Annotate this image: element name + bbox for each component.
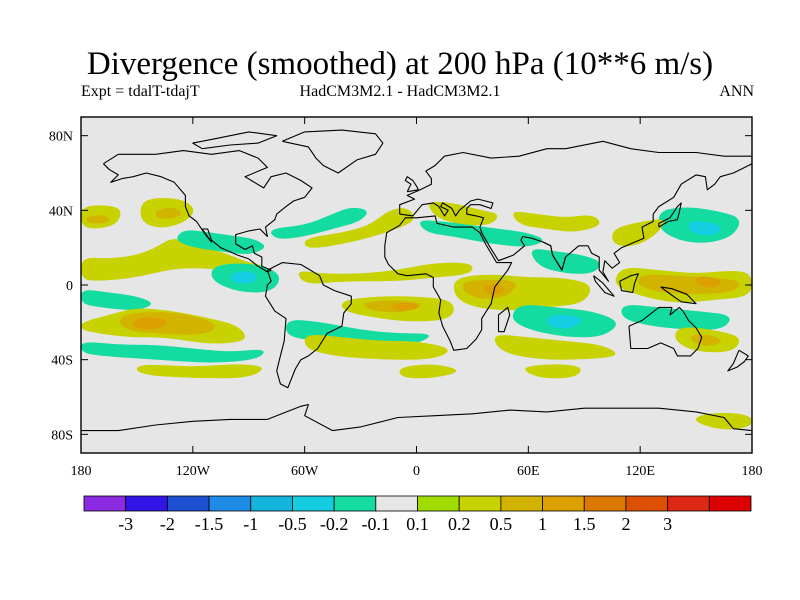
colorbar-label: 0.1 — [406, 514, 429, 534]
coastline-great-britain — [404, 176, 419, 193]
coastline-madagascar — [497, 306, 511, 333]
coastline-japan — [658, 202, 682, 228]
lon-tick-label: 60E — [517, 464, 540, 479]
lat-tick-label: 80N — [49, 130, 73, 145]
coastlines — [81, 129, 752, 432]
colorbar-swatch — [542, 495, 585, 512]
colorbar-label: -0.5 — [278, 514, 307, 534]
colorbar-label: 1.5 — [573, 514, 596, 534]
colorbar-label: -2 — [160, 514, 175, 534]
colorbar-swatch — [667, 495, 710, 512]
colorbar-label: 3 — [663, 514, 672, 534]
coastline-north-america — [103, 150, 313, 273]
lon-tick-label: 180 — [71, 464, 92, 479]
region-s-atl-pos-2 — [304, 335, 448, 360]
region-w-pac-pos-max — [696, 276, 722, 288]
colorbar-swatch — [83, 495, 127, 512]
lat-tick-label: 80S — [51, 428, 73, 443]
region-atlantic-pos-mid — [298, 262, 473, 284]
colorbar-swatch — [625, 495, 669, 512]
region-aus-neg — [621, 305, 730, 330]
colorbar-label: -3 — [118, 514, 133, 534]
region-atlantic-pos-north — [304, 208, 414, 248]
colorbar-label: -1.5 — [195, 514, 224, 534]
colorbar-label: 0.2 — [448, 514, 471, 534]
colorbar-label: -0.2 — [320, 514, 349, 534]
coastline-australia — [628, 306, 703, 357]
lon-tick-label: 180 — [742, 464, 763, 479]
region-aus-pos-core — [691, 334, 721, 346]
divergence-field — [81, 197, 752, 430]
region-n-atl-neg — [271, 207, 367, 239]
colorbar-swatch — [375, 495, 418, 512]
colorbar: -3 -2 -1.5 -1 -0.5 -0.2 -0.1 0.1 0.2 0.5 1 1.5 2 3 — [83, 495, 752, 534]
region-s-atl-pos-max — [391, 302, 418, 311]
region-india-neg — [531, 249, 600, 274]
lat-tick-label: 40N — [49, 204, 73, 219]
coastline-eurasia — [399, 140, 752, 282]
model-comparison-label: HadCM3M2.1 - HadCM3M2.1 — [299, 83, 501, 100]
colorbar-swatch — [208, 495, 252, 512]
lon-tick-label: 120E — [625, 464, 655, 479]
region-asia-pos — [513, 211, 600, 232]
region-med-pos — [429, 201, 498, 226]
region-n-pacific-pos-a-core — [86, 215, 110, 224]
lon-tick-label: 0 — [413, 464, 420, 479]
colorbar-swatch — [292, 495, 335, 512]
region-s-pacific-pos-2 — [136, 364, 262, 379]
colorbar-swatch — [125, 495, 168, 512]
coastline-india-detail — [542, 241, 567, 271]
colorbar-swatch — [708, 495, 752, 512]
colorbar-swatch — [166, 495, 210, 512]
region-neg-core-tropical — [230, 271, 258, 284]
colorbar-swatch — [333, 495, 377, 512]
region-w-pac-neg-core — [688, 221, 721, 236]
coastline-antarctica — [81, 403, 752, 432]
region-s-ocean-pos-b — [399, 364, 457, 379]
lat-tick-label: 0 — [66, 279, 73, 294]
colorbar-label: 1 — [538, 514, 547, 534]
region-s-pacific-neg-2 — [81, 342, 264, 363]
region-w-pac-pos-north — [612, 219, 664, 247]
colorbar-label: 0.5 — [490, 514, 513, 534]
colorbar-swatch — [250, 495, 293, 512]
region-s-pacific-pos-1-core — [119, 312, 216, 335]
colorbar-swatch — [583, 495, 627, 512]
coastline-south-america — [264, 262, 352, 389]
region-indian-pos-2 — [494, 335, 616, 360]
colorbar-label: -0.1 — [362, 514, 391, 534]
lat-tick-label: 40S — [51, 354, 73, 369]
coastline-greenland — [282, 129, 384, 174]
coastline-new-guinea — [660, 286, 697, 305]
coastline-sumatra — [593, 275, 615, 297]
region-indian-neg-core — [547, 314, 582, 329]
region-n-pacific-pos-b-core — [155, 207, 181, 219]
colorbar-swatch — [458, 495, 502, 512]
coastline-africa-eurasia — [384, 215, 513, 351]
region-southern-pos — [696, 412, 752, 430]
colorbar-swatch — [417, 495, 460, 512]
colorbar-label: 2 — [621, 514, 630, 534]
coastline-arctic-islands — [192, 131, 278, 150]
colorbar-swatch — [500, 495, 543, 512]
region-s-pacific-pos-1-max — [133, 317, 167, 330]
season-label: ANN — [719, 83, 754, 100]
region-s-ocean-pos-a — [525, 364, 581, 379]
experiment-label: Expt = tdalT-tdajT — [81, 83, 200, 100]
colorbar-label: -1 — [243, 514, 258, 534]
coastline-new-zealand — [727, 349, 749, 372]
region-n-atlantic-pos-1 — [81, 239, 263, 281]
region-africa-pos-max — [483, 283, 504, 296]
region-mideast-neg — [420, 220, 543, 247]
map-axes: 80N 40N 0 40S 80S 180 120W 60W 0 60E 120E 180 — [49, 117, 763, 479]
lon-tick-label: 120W — [176, 464, 211, 479]
coastline-borneo — [619, 273, 639, 294]
map-title: Divergence (smoothed) at 200 hPa (10**6 … — [86, 46, 714, 82]
region-s-pacific-neg — [81, 290, 151, 310]
lon-tick-label: 60W — [291, 464, 319, 479]
